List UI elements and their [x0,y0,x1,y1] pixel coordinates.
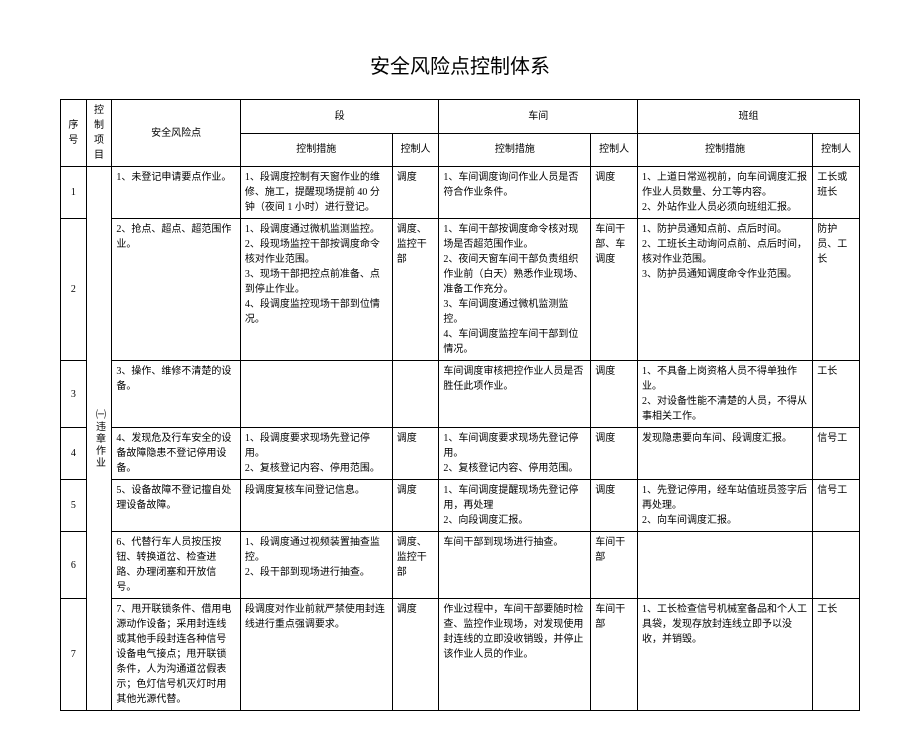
col-level-c: 班组 [637,100,859,134]
table-cell: 段调度对作业前就严禁使用封连线进行重点强调要求。 [240,599,392,711]
table-row: 6 6、代替行车人员按压按钮、转换道岔、检查进路、办理闭塞和开放信号。1、段调度通… [61,532,860,599]
table-cell: 调度 [392,599,439,711]
table-cell: 1、工长检查信号机械室备品和个人工具袋，发现存放封连线立即予以没收，并销毁。 [637,599,812,711]
col-seq: 序号 [61,100,87,167]
table-cell: 1、车间干部按调度命令核对现场是否超范围作业。 2、夜间天窗车间干部负责组织作业… [439,219,591,361]
table-row: 1㈠违章作业1、未登记申请要点作业。1、段调度控制有天窗作业的维修、施工，提醒现… [61,167,860,219]
table-cell: 5 [61,480,87,532]
table-cell: 2、抢点、超点、超范围作业。 [112,219,240,361]
table-cell: 调度、监控干部 [392,219,439,361]
table-cell: 调度 [392,480,439,532]
risk-control-table: 序号 控制项目 安全风险点 段 车间 班组 控制措施 控制人 控制措施 控制人 … [60,99,860,711]
table-cell: 车间调度审核把控作业人员是否胜任此项作业。 [439,361,591,428]
table-cell: 调度 [591,480,638,532]
table-cell: 1、段调度要求现场先登记停用。 2、复核登记内容、停用范围。 [240,428,392,480]
table-cell: 6 [61,532,87,599]
table-cell: 信号工 [813,480,860,532]
col-controller-a: 控制人 [392,133,439,167]
table-cell [637,532,812,599]
table-cell: 1 [61,167,87,219]
table-cell: 1、防护员通知点前、点后时间。 2、工班长主动询问点前、点后时间，核对作业范围。… [637,219,812,361]
col-controller-b: 控制人 [591,133,638,167]
col-level-a: 段 [240,100,439,134]
table-cell: 1、段调度控制有天窗作业的维修、施工，提醒现场提前 40 分钟（夜间 1 小时）… [240,167,392,219]
table-cell: 4、发现危及行车安全的设备故障隐患不登记停用设备。 [112,428,240,480]
table-cell: 调度 [591,167,638,219]
table-cell: 1、未登记申请要点作业。 [112,167,240,219]
table-cell: 1、先登记停用，经车站值班员签字后再处理。 2、向车间调度汇报。 [637,480,812,532]
table-row: 55、设备故障不登记擅自处理设备故障。段调度复核车间登记信息。调度1、车间调度提… [61,480,860,532]
table-cell: 调度 [392,167,439,219]
table-row: 77、甩开联锁条件、借用电源动作设备；采用封连线或其他手段封连各种信号设备电气接… [61,599,860,711]
table-cell [813,532,860,599]
table-cell: 7、甩开联锁条件、借用电源动作设备；采用封连线或其他手段封连各种信号设备电气接点… [112,599,240,711]
table-cell: 车间干部 [591,532,638,599]
table-cell: 信号工 [813,428,860,480]
table-cell: 1、段调度通过微机监测监控。 2、段现场监控干部按调度命令核对作业范围。 3、现… [240,219,392,361]
table-body: 1㈠违章作业1、未登记申请要点作业。1、段调度控制有天窗作业的维修、施工，提醒现… [61,167,860,711]
table-cell: 车间干部、车调度 [591,219,638,361]
table-cell: 作业过程中，车间干部要随时检查、监控作业现场，对发现使用封连线的立即没收销毁，并… [439,599,591,711]
table-row: 22、抢点、超点、超范围作业。1、段调度通过微机监测监控。 2、段现场监控干部按… [61,219,860,361]
table-row: 4 4、发现危及行车安全的设备故障隐患不登记停用设备。1、段调度要求现场先登记停用… [61,428,860,480]
table-cell: 1、车间调度询问作业人员是否符合作业条件。 [439,167,591,219]
table-cell: 调度 [392,428,439,480]
table-cell: 调度 [591,428,638,480]
table-cell: 1、上道日常巡视前，向车间调度汇报作业人员数量、分工等内容。 2、外站作业人员必… [637,167,812,219]
col-measure-a: 控制措施 [240,133,392,167]
page-title: 安全风险点控制体系 [60,50,860,79]
table-cell: 1、车间调度提醒现场先登记停用，再处理 2、向段调度汇报。 [439,480,591,532]
col-risk: 安全风险点 [112,100,240,167]
table-cell: 1、车间调度要求现场先登记停用。 2、复核登记内容、停用范围。 [439,428,591,480]
table-cell: 段调度复核车间登记信息。 [240,480,392,532]
col-measure-c: 控制措施 [637,133,812,167]
table-row: 3 3、操作、维修不清楚的设备。 车间调度审核把控作业人员是否胜任此项作业。调度1、… [61,361,860,428]
table-cell: 车间干部到现场进行抽查。 [439,532,591,599]
table-cell: 5、设备故障不登记擅自处理设备故障。 [112,480,240,532]
project-cell: ㈠违章作业 [86,167,112,711]
table-cell: 调度、监控干部 [392,532,439,599]
table-cell: 工长或班长 [813,167,860,219]
table-cell: 6、代替行车人员按压按钮、转换道岔、检查进路、办理闭塞和开放信号。 [112,532,240,599]
table-cell: 发现隐患要向车间、段调度汇报。 [637,428,812,480]
col-controller-c: 控制人 [813,133,860,167]
table-cell [240,361,392,428]
table-cell [392,361,439,428]
table-cell: 防护员、工长 [813,219,860,361]
table-cell: 1、不具备上岗资格人员不得单独作业。 2、对设备性能不清楚的人员，不得从事相关工… [637,361,812,428]
table-cell: 车间干部 [591,599,638,711]
table-cell: 2 [61,219,87,361]
table-cell: 4 [61,428,87,480]
table-cell: 1、段调度通过视频装置抽查监控。 2、段干部到现场进行抽查。 [240,532,392,599]
table-cell: 3、操作、维修不清楚的设备。 [112,361,240,428]
col-level-b: 车间 [439,100,638,134]
table-cell: 调度 [591,361,638,428]
table-cell: 工长 [813,599,860,711]
col-project: 控制项目 [86,100,112,167]
col-measure-b: 控制措施 [439,133,591,167]
table-cell: 7 [61,599,87,711]
table-cell: 工长 [813,361,860,428]
table-cell: 3 [61,361,87,428]
